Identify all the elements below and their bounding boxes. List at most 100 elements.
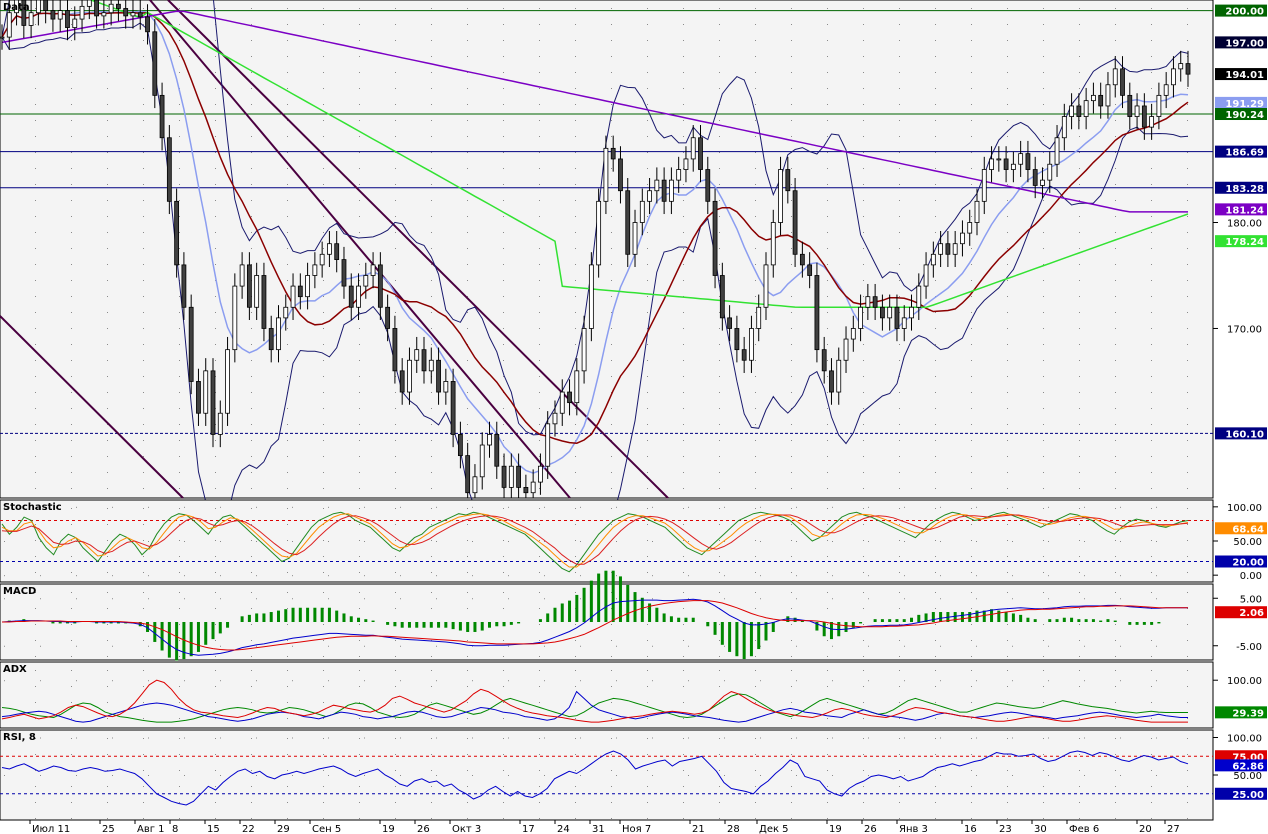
grid-dot	[971, 72, 972, 73]
grid-dot	[359, 56, 360, 57]
grid-dot	[143, 508, 144, 509]
grid-dot	[683, 718, 684, 719]
grid-dot	[323, 328, 324, 329]
grid-dot	[251, 592, 252, 593]
grid-dot	[971, 120, 972, 121]
candle	[0, 36, 5, 39]
grid-dot	[503, 670, 504, 671]
grid-dot	[251, 572, 252, 573]
grid-dot	[683, 424, 684, 425]
grid-dot	[832, 645, 833, 647]
grid-dot	[1187, 770, 1188, 771]
grid-dot	[935, 686, 936, 687]
grid-dot	[935, 572, 936, 573]
grid-dot	[935, 312, 936, 313]
grid-dot	[755, 738, 756, 739]
grid-dot	[400, 575, 401, 577]
grid-dot	[323, 24, 324, 25]
candle	[749, 328, 754, 361]
grid-dot	[1007, 656, 1008, 657]
grid-dot	[683, 738, 684, 739]
candle	[188, 306, 194, 382]
candle	[974, 200, 980, 223]
grid-dot	[143, 670, 144, 671]
grid-dot	[431, 120, 432, 121]
grid-dot	[4, 598, 5, 600]
grid-dot	[1187, 264, 1188, 265]
grid-dot	[1084, 645, 1085, 647]
grid-dot	[364, 506, 365, 508]
x-tick-label: 26	[417, 824, 430, 834]
grid-dot	[143, 168, 144, 169]
grid-dot	[431, 702, 432, 703]
candle	[567, 391, 572, 404]
grid-dot	[503, 738, 504, 739]
grid-dot	[899, 168, 900, 169]
macd-histogram-bar	[284, 609, 288, 622]
grid-dot	[4, 645, 5, 647]
grid-dot	[1187, 488, 1188, 489]
candle	[159, 94, 165, 139]
grid-dot	[611, 24, 612, 25]
grid-dot	[323, 72, 324, 73]
candle	[930, 253, 936, 266]
grid-dot	[1115, 152, 1116, 153]
grid-dot	[1187, 802, 1188, 803]
grid-dot	[71, 608, 72, 609]
grid-dot	[575, 686, 576, 687]
macd-histogram-bar	[196, 622, 200, 652]
grid-dot	[251, 104, 252, 105]
grid-dot	[791, 540, 792, 541]
grid-dot	[431, 818, 432, 819]
grid-dot	[863, 608, 864, 609]
grid-dot	[287, 488, 288, 489]
grid-dot	[544, 775, 545, 776]
grid-dot	[71, 104, 72, 105]
grid-dot	[1012, 680, 1013, 682]
grid-dot	[719, 296, 720, 297]
grid-dot	[611, 754, 612, 755]
grid-dot	[35, 8, 36, 9]
grid-dot	[35, 786, 36, 787]
grid-dot	[287, 456, 288, 457]
grid-dot	[935, 8, 936, 9]
grid-dot	[868, 775, 869, 776]
candle	[603, 147, 609, 202]
grid-dot	[76, 775, 77, 776]
x-tick-label: 15	[207, 824, 220, 834]
grid-dot	[323, 802, 324, 803]
grid-dot	[467, 802, 468, 803]
grid-dot	[899, 376, 900, 377]
value-label-box	[1215, 108, 1267, 121]
grid-dot	[35, 376, 36, 377]
grid-dot	[863, 344, 864, 345]
grid-dot	[647, 488, 648, 489]
candle	[72, 18, 78, 28]
macd-histogram-bar	[618, 576, 622, 622]
grid-dot	[724, 680, 725, 682]
grid-dot	[539, 440, 540, 441]
grid-dot	[971, 802, 972, 803]
grid-dot	[71, 802, 72, 803]
grid-dot	[35, 232, 36, 233]
grid-dot	[611, 104, 612, 105]
grid-dot	[611, 656, 612, 657]
grid-dot	[935, 472, 936, 473]
candle	[101, 12, 107, 17]
grid-dot	[1187, 376, 1188, 377]
grid-dot	[539, 488, 540, 489]
grid-dot	[971, 344, 972, 345]
grid-dot	[431, 328, 432, 329]
grid-dot	[935, 88, 936, 89]
grid-dot	[719, 344, 720, 345]
grid-dot	[143, 718, 144, 719]
grid-dot	[35, 456, 36, 457]
grid-dot	[647, 770, 648, 771]
grid-dot	[971, 488, 972, 489]
grid-dot	[1007, 718, 1008, 719]
macd-histogram-bar	[677, 617, 681, 622]
grid-dot	[683, 120, 684, 121]
grid-dot	[323, 200, 324, 201]
value-label: 194.01	[1225, 70, 1264, 81]
